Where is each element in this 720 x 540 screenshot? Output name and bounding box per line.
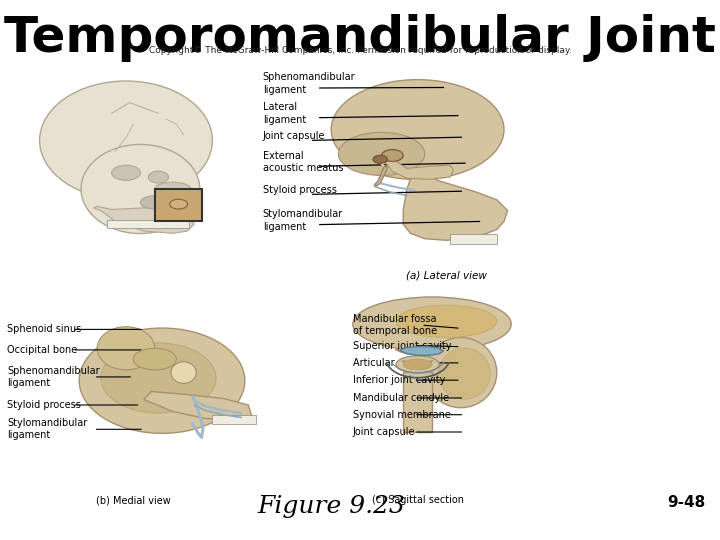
Ellipse shape bbox=[81, 144, 200, 233]
Ellipse shape bbox=[331, 80, 504, 179]
Text: (c) Sagittal section: (c) Sagittal section bbox=[372, 495, 464, 505]
Text: Sphenomandibular
ligament: Sphenomandibular ligament bbox=[7, 366, 100, 388]
Text: Synovial membrane: Synovial membrane bbox=[353, 410, 451, 420]
Ellipse shape bbox=[171, 362, 196, 383]
Polygon shape bbox=[403, 170, 508, 240]
Text: Stylomandibular
ligament: Stylomandibular ligament bbox=[263, 209, 343, 232]
Bar bbox=[450, 234, 497, 244]
Ellipse shape bbox=[396, 356, 439, 373]
Ellipse shape bbox=[425, 338, 497, 408]
Ellipse shape bbox=[170, 199, 187, 209]
Ellipse shape bbox=[438, 348, 490, 400]
Ellipse shape bbox=[353, 297, 511, 351]
Text: Superior joint cavity: Superior joint cavity bbox=[353, 341, 451, 350]
Text: 9-48: 9-48 bbox=[667, 495, 706, 510]
Text: Stylomandibular
ligament: Stylomandibular ligament bbox=[7, 418, 87, 441]
Text: Sphenoid sinus: Sphenoid sinus bbox=[7, 325, 81, 334]
Text: Temporomandibular Joint: Temporomandibular Joint bbox=[4, 14, 716, 62]
Text: Copyright© The McGraw-Hill Companies, Inc. Permission required for reproduction : Copyright© The McGraw-Hill Companies, In… bbox=[148, 46, 572, 55]
Text: Joint capsule: Joint capsule bbox=[263, 131, 325, 141]
Polygon shape bbox=[144, 392, 252, 420]
Text: (a) Lateral view: (a) Lateral view bbox=[406, 270, 487, 280]
Ellipse shape bbox=[155, 183, 191, 195]
Ellipse shape bbox=[79, 328, 245, 433]
Text: Styloid process: Styloid process bbox=[7, 400, 81, 410]
Ellipse shape bbox=[373, 156, 387, 163]
Text: Inferior joint cavity: Inferior joint cavity bbox=[353, 375, 445, 385]
Ellipse shape bbox=[403, 359, 432, 370]
Text: Occipital bone: Occipital bone bbox=[7, 345, 78, 355]
Ellipse shape bbox=[396, 305, 497, 338]
Text: Mandibular condyle: Mandibular condyle bbox=[353, 393, 449, 403]
Ellipse shape bbox=[140, 195, 169, 209]
Ellipse shape bbox=[101, 343, 216, 413]
Ellipse shape bbox=[40, 81, 212, 200]
Text: Joint capsule: Joint capsule bbox=[353, 427, 415, 437]
Text: (b) Medial view: (b) Medial view bbox=[96, 495, 171, 505]
Bar bbox=[107, 220, 189, 228]
Text: Sphenomandibular
ligament: Sphenomandibular ligament bbox=[263, 72, 356, 95]
Polygon shape bbox=[385, 159, 454, 179]
Ellipse shape bbox=[148, 171, 168, 183]
Text: Articular disc: Articular disc bbox=[353, 358, 417, 368]
Ellipse shape bbox=[338, 132, 425, 176]
Polygon shape bbox=[94, 206, 194, 233]
Ellipse shape bbox=[382, 150, 403, 161]
Ellipse shape bbox=[133, 348, 176, 370]
Text: Styloid process: Styloid process bbox=[263, 185, 337, 195]
Text: Lateral
ligament: Lateral ligament bbox=[263, 102, 306, 125]
Bar bbox=[155, 189, 202, 221]
Text: Figure 9.23: Figure 9.23 bbox=[257, 495, 405, 518]
Ellipse shape bbox=[112, 165, 140, 180]
Text: Mandibular fossa
of temporal bone: Mandibular fossa of temporal bone bbox=[353, 314, 437, 336]
Bar bbox=[403, 372, 432, 432]
Bar bbox=[212, 415, 256, 424]
Ellipse shape bbox=[97, 327, 155, 370]
Text: External
acoustic meatus: External acoustic meatus bbox=[263, 151, 343, 173]
Polygon shape bbox=[400, 347, 444, 355]
Polygon shape bbox=[374, 166, 387, 186]
